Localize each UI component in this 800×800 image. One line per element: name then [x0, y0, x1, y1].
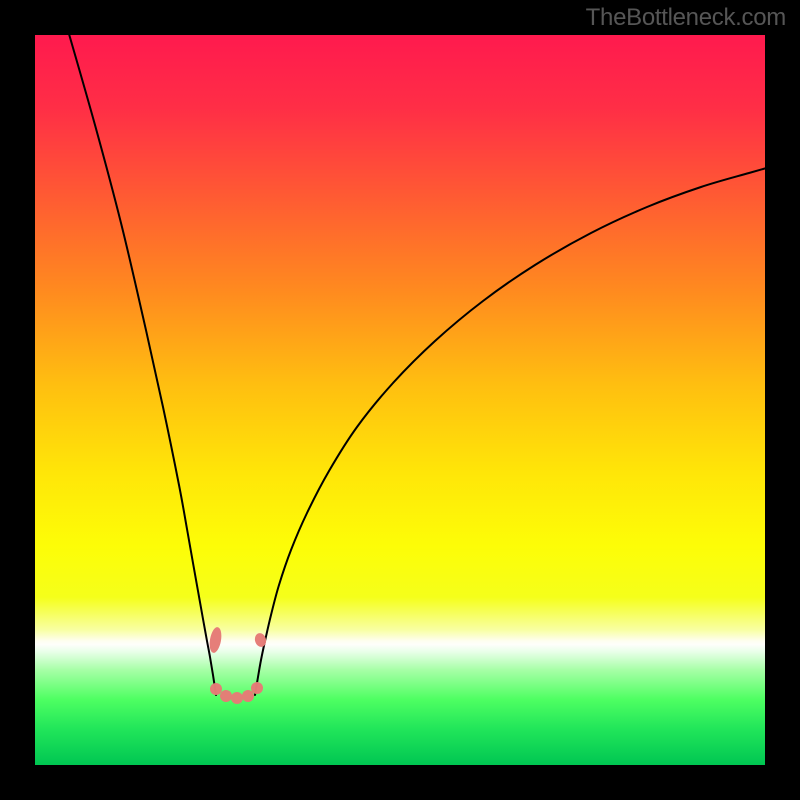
well-pill — [208, 626, 223, 654]
well-dot — [242, 690, 254, 702]
well-markers — [208, 626, 268, 704]
chart-frame: TheBottleneck.com — [0, 0, 800, 800]
well-dot — [220, 690, 232, 702]
v-curve-right — [255, 167, 765, 695]
well-dot — [231, 692, 243, 704]
v-curve-left — [67, 35, 216, 695]
well-dot — [210, 683, 222, 695]
plot-area — [35, 35, 765, 765]
well-dot — [251, 682, 263, 694]
watermark-label: TheBottleneck.com — [586, 4, 786, 32]
curves-layer — [35, 35, 765, 765]
